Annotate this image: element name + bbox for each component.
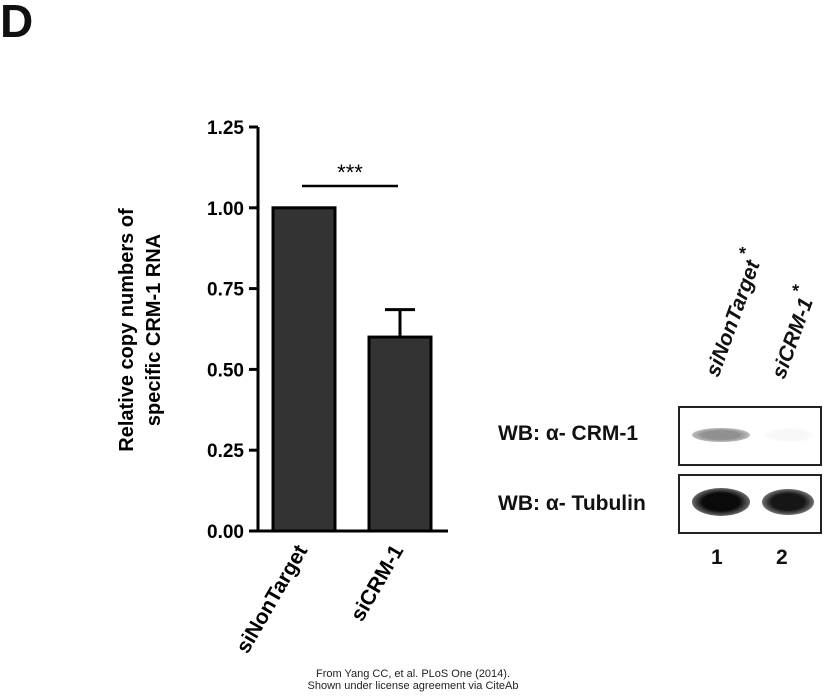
band-crm1-lane1 [692,428,750,442]
wb-row-label-tubulin: WB: α- Tubulin [498,492,646,515]
y-tick-label: 0.25 [207,441,244,462]
x-tick-label: siNonTarget [232,541,312,657]
panel-letter: D [0,0,34,47]
y-axis-label-line2: specific CRM-1 RNA [143,234,165,426]
credit-line-1: From Yang CC, et al. PLoS One (2014). [315,668,511,680]
blot-crm1 [678,406,822,466]
significance-stars: *** [337,160,363,185]
bar [367,335,433,533]
lane-number-1: 1 [711,546,723,569]
wb-row-label-crm1: WB: α- CRM-1 [498,422,639,445]
band-tubulin-lane2 [762,489,814,515]
band-crm1-lane2 [764,428,814,442]
y-axis-label-line1: Relative copy numbers of [116,208,138,452]
y-tick-label: 1.25 [207,118,244,139]
x-tick-label: siCRM-1 [346,541,408,626]
y-tick-label: 0.75 [207,280,244,301]
blot-tubulin [678,474,822,534]
credit-line-2: Shown under license agreement via CiteAb [307,680,519,692]
y-tick-label: 0.00 [207,522,244,543]
lane-number-2: 2 [776,546,788,569]
band-tubulin-lane1 [692,488,750,516]
y-tick-label: 1.00 [207,199,244,220]
bar [271,206,337,533]
y-tick-label: 0.50 [207,360,244,381]
